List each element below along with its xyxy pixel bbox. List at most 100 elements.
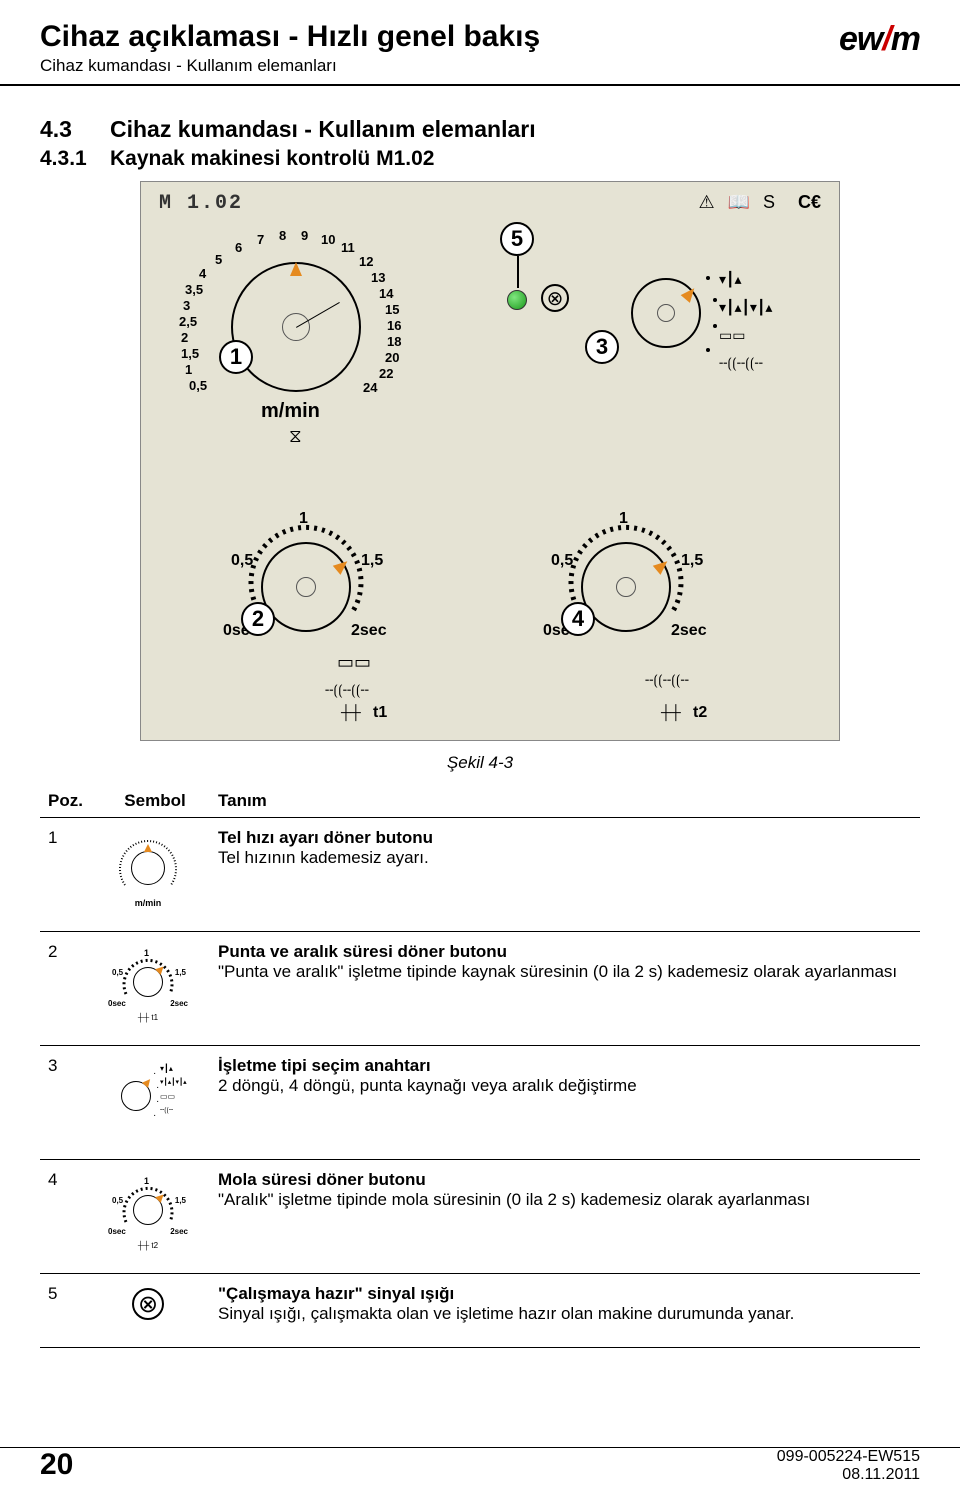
d2-right: 1,5: [361, 552, 383, 570]
cell-poz: 3: [40, 1046, 100, 1160]
panel-model: M 1.02: [159, 192, 243, 215]
logo-part2: m: [891, 20, 920, 58]
scale-3: 3: [183, 298, 190, 313]
scale-1: 1: [185, 362, 192, 377]
scale-15b: 15: [385, 302, 399, 317]
row-name: "Çalışmaya hazır" sinyal ışığı: [218, 1284, 912, 1304]
row-desc: Sinyal ışığı, çalışmakta olan ve işletim…: [218, 1304, 912, 1324]
scale-9: 9: [301, 228, 308, 243]
header-text: Cihaz açıklaması - Hızlı genel bakış Cih…: [40, 20, 540, 76]
cell-poz: 2: [40, 932, 100, 1046]
scale-5: 5: [215, 252, 222, 267]
panel-container: M 1.02 ⚠ 📖 S C€ 0,5 1 1,5 2 2,5 3 3,5 4 …: [0, 171, 960, 741]
scale-6: 6: [235, 240, 242, 255]
t2-label: t2: [693, 704, 707, 722]
table-row: 5 ⊗ "Çalışmaya hazır" sinyal ışığı Sinya…: [40, 1274, 920, 1348]
lamp-icon: ⊗: [541, 284, 569, 312]
th-def: Tanım: [210, 781, 920, 818]
cell-desc: "Çalışmaya hazır" sinyal ışığı Sinyal ış…: [210, 1274, 920, 1348]
scale-35: 3,5: [185, 282, 203, 297]
cell-sym: 1 0,5 1,5 0sec 2sec ┼┼ t2: [100, 1160, 210, 1274]
thumb-dial-3: ▾┃▴ ▾┃▴┃▾┃▴ ▭▭ ╌⟮⟮╌ · · · ·: [108, 1056, 188, 1136]
mmin-label: m/min: [261, 400, 320, 423]
row-desc: "Punta ve aralık" işletme tipinde kaynak…: [218, 962, 912, 982]
cell-desc: Punta ve aralık süresi döner butonu "Pun…: [210, 932, 920, 1046]
scale-2: 2: [181, 330, 188, 345]
th-poz: Poz.: [40, 781, 100, 818]
scale-22: 22: [379, 366, 393, 381]
spool-icon: ⧖: [289, 426, 302, 447]
section-h2-text: Kaynak makinesi kontrolü M1.02: [110, 147, 434, 170]
header-title: Cihaz açıklaması - Hızlı genel bakış: [40, 20, 540, 54]
d4-left: 0,5: [551, 552, 573, 570]
scale-4: 4: [199, 266, 206, 281]
scale-20: 20: [385, 350, 399, 365]
cell-desc: Mola süresi döner butonu "Aralık" işletm…: [210, 1160, 920, 1274]
table-row: 3 ▾┃▴ ▾┃▴┃▾┃▴ ▭▭ ╌⟮⟮╌ · · · · İşletme ti…: [40, 1046, 920, 1160]
page-number: 20: [40, 1448, 73, 1482]
scale-7: 7: [257, 232, 264, 247]
d4-right: 1,5: [681, 552, 703, 570]
cell-poz: 1: [40, 818, 100, 932]
cell-sym: m/min: [100, 818, 210, 932]
callout-3: 3: [585, 330, 619, 364]
control-panel: M 1.02 ⚠ 📖 S C€ 0,5 1 1,5 2 2,5 3 3,5 4 …: [140, 181, 840, 741]
callout-5: 5: [500, 222, 534, 256]
th-sym: Sembol: [100, 781, 210, 818]
section-heading: 4.3Cihaz kumandası - Kullanım elemanları…: [0, 86, 960, 171]
t1-icon: ┼┼: [341, 704, 361, 720]
row-name: İşletme tipi seçim anahtarı: [218, 1056, 912, 1076]
section-num1: 4.3: [40, 116, 110, 143]
t1-label: t1: [373, 704, 387, 722]
page-header: Cihaz açıklaması - Hızlı genel bakış Cih…: [0, 0, 960, 86]
row-name: Punta ve aralık süresi döner butonu: [218, 942, 912, 962]
page-footer: 20 099-005224-EW515 08.11.2011: [0, 1447, 960, 1484]
scale-15: 1,5: [181, 346, 199, 361]
interval-icon-1: ╌⟮⟮╌⟮⟮╌: [325, 682, 369, 699]
logo-part1: ew: [839, 20, 882, 58]
table-row: 1 m/min Tel hızı ayarı döner butonu Tel …: [40, 818, 920, 932]
callout-2: 2: [241, 602, 275, 636]
section-h2: 4.3.1Kaynak makinesi kontrolü M1.02: [40, 147, 920, 171]
brand-logo: ew/m: [839, 20, 920, 59]
mode-selector-dial[interactable]: [631, 278, 701, 348]
section-h1: 4.3Cihaz kumandası - Kullanım elemanları: [40, 116, 920, 143]
panel-top-icons: ⚠ 📖 S: [698, 192, 779, 213]
row-desc: 2 döngü, 4 döngü, punta kaynağı veya ara…: [218, 1076, 912, 1096]
thumb-dial-2: 1 0,5 1,5 0sec 2sec ┼┼ t1: [108, 942, 188, 1022]
d4-top: 1: [619, 510, 628, 528]
footer-right: 099-005224-EW515 08.11.2011: [777, 1448, 920, 1484]
section-num2: 4.3.1: [40, 147, 110, 171]
scale-11: 11: [341, 240, 355, 255]
cell-poz: 4: [40, 1160, 100, 1274]
scale-18: 18: [387, 334, 401, 349]
callout-4: 4: [561, 602, 595, 636]
d2-top: 1: [299, 510, 308, 528]
scale-8: 8: [279, 228, 286, 243]
logo-slash: /: [882, 20, 890, 58]
row-name: Tel hızı ayarı döner butonu: [218, 828, 912, 848]
mode-4stroke-icon: ▾┃▴┃▾┃▴: [719, 296, 772, 318]
wire-speed-dial[interactable]: [231, 262, 361, 392]
cell-sym: ⊗: [100, 1274, 210, 1348]
scale-14: 14: [379, 286, 393, 301]
mode-icons: ▾┃▴ ▾┃▴┃▾┃▴ ▭▭ ╌⟮⟮╌⟮⟮╌: [719, 262, 772, 380]
cell-sym: 1 0,5 1,5 0sec 2sec ┼┼ t1: [100, 932, 210, 1046]
section-h1-text: Cihaz kumandası - Kullanım elemanları: [110, 116, 536, 142]
panel-ce-mark: C€: [798, 192, 821, 213]
thumb-dial-4: 1 0,5 1,5 0sec 2sec ┼┼ t2: [108, 1170, 188, 1250]
scale-13: 13: [371, 270, 385, 285]
ready-led: [507, 290, 527, 310]
t2-icon: ┼┼: [661, 704, 681, 720]
callout-1: 1: [219, 340, 253, 374]
scale-10: 10: [321, 232, 335, 247]
legend-table: Poz. Sembol Tanım 1 m/min Tel hızı ayarı…: [40, 781, 920, 1348]
doc-code: 099-005224-EW515: [777, 1448, 920, 1466]
scale-24: 24: [363, 380, 377, 395]
cell-poz: 5: [40, 1274, 100, 1348]
scale-12: 12: [359, 254, 373, 269]
table-header-row: Poz. Sembol Tanım: [40, 781, 920, 818]
spot-icon: ▭▭: [337, 652, 371, 673]
mode-2stroke-icon: ▾┃▴: [719, 268, 772, 290]
interval-icon-2: ╌⟮⟮╌⟮⟮╌: [645, 672, 689, 689]
